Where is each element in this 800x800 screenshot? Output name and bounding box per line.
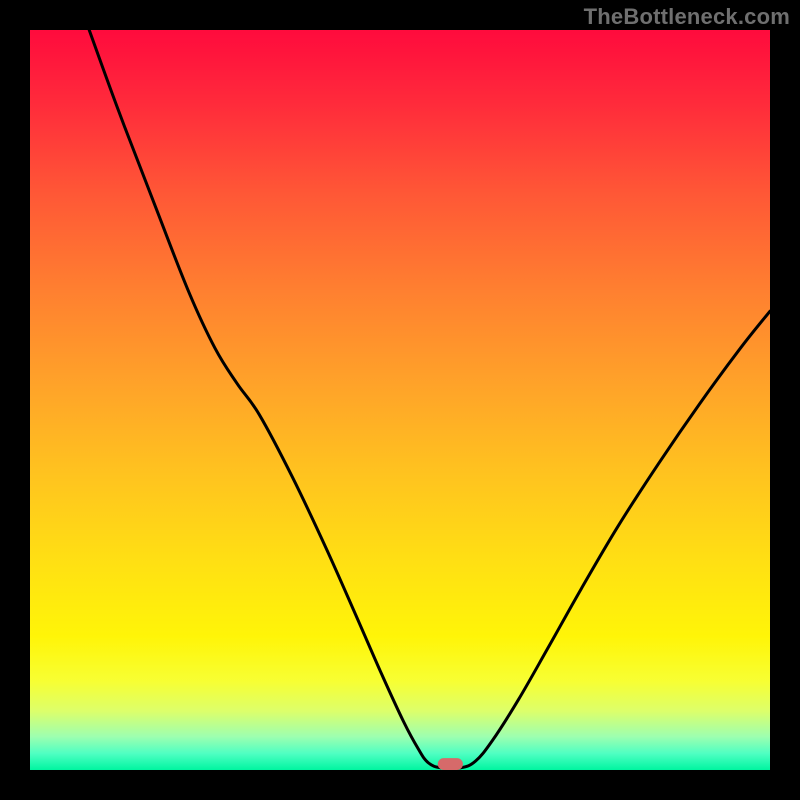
bottleneck-chart-svg xyxy=(0,0,800,800)
watermark-text: TheBottleneck.com xyxy=(584,4,790,30)
chart-stage: TheBottleneck.com xyxy=(0,0,800,800)
optimum-marker xyxy=(438,758,463,770)
plot-background xyxy=(30,30,770,770)
